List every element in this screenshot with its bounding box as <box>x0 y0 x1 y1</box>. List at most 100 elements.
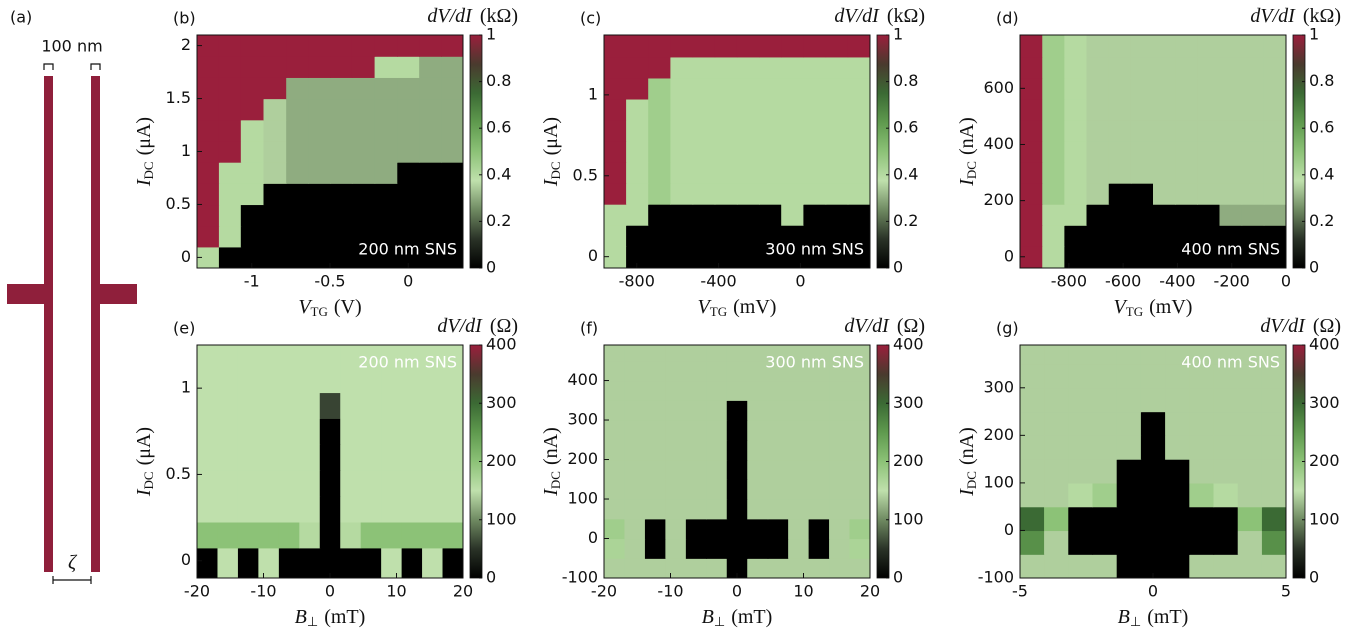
heatmap-cell <box>736 119 760 142</box>
heatmap-cell <box>808 538 830 559</box>
heatmap-cell <box>648 119 671 142</box>
heatmap-cell <box>767 380 789 401</box>
heatmap-cell <box>1068 435 1094 460</box>
heatmap-cell <box>714 98 738 121</box>
heatmap-cell <box>1153 204 1176 226</box>
heatmap-cell <box>604 225 627 247</box>
heatmap-cell <box>849 558 870 578</box>
colorbar-tick-label: 0.6 <box>1309 118 1334 137</box>
heatmap-cell <box>1130 162 1154 184</box>
heatmap-cell <box>1042 98 1065 121</box>
heatmap-cell <box>670 140 694 163</box>
heatmap-cell <box>1020 183 1043 205</box>
heatmap-cell <box>1241 140 1265 163</box>
heatmap-cell <box>299 521 321 549</box>
heatmap-cell <box>788 420 810 441</box>
heatmap-cell <box>648 225 671 247</box>
heatmap-cell <box>726 558 748 578</box>
x-axis-label-unit: (mV) <box>1149 296 1192 318</box>
heatmap-cells <box>197 345 463 578</box>
heatmap-cell <box>1197 98 1221 121</box>
heatmap-cell <box>1108 162 1132 184</box>
heatmap-cell <box>747 400 769 421</box>
heatmap-cell <box>1116 459 1142 484</box>
scale-bracket <box>43 63 101 70</box>
heatmap-cell <box>1068 411 1094 436</box>
heatmap-cell <box>1116 364 1142 389</box>
y-tick-label: 0 <box>181 247 191 266</box>
heatmap-cell <box>829 380 851 401</box>
heatmap-cell <box>258 418 280 445</box>
heatmap-cell <box>706 420 728 441</box>
heatmap-cell <box>747 518 769 540</box>
heatmap-cell <box>419 183 442 206</box>
colorbar-tick-label: 400 <box>1309 335 1340 354</box>
heatmap-cell <box>781 35 804 58</box>
y-tick-label: 600 <box>983 78 1014 97</box>
heatmap-cell <box>747 538 769 559</box>
heatmap-cell <box>1092 459 1118 484</box>
heatmap-cell <box>374 246 398 268</box>
heatmap-cell <box>825 225 849 247</box>
heatmap-cell <box>829 479 851 500</box>
heatmap-cell <box>1241 77 1265 100</box>
heatmap-cell <box>1064 183 1088 205</box>
heatmap-cell <box>237 521 259 549</box>
heatmap-cell <box>736 204 760 226</box>
heatmap-cell <box>685 345 707 362</box>
heatmap-cell <box>685 459 707 480</box>
heatmap-cell <box>278 470 300 497</box>
scale-label: 100 nm <box>41 37 102 56</box>
annotation: 400 nm SNS <box>1181 240 1280 259</box>
heatmap-cell <box>308 35 331 57</box>
heatmap-cell <box>714 140 738 163</box>
heatmap-cell <box>849 499 870 520</box>
heatmap-cell <box>644 345 666 362</box>
heatmap-cell <box>788 479 810 500</box>
heatmap-cell <box>1197 204 1221 226</box>
heatmap-cell <box>422 392 444 419</box>
y-axis-label-unit: (μA) <box>133 117 155 156</box>
heatmap-cell <box>308 77 331 100</box>
y-tick-label: 400 <box>983 134 1014 153</box>
x-tick-label: 10 <box>793 582 813 601</box>
heatmap-cell <box>1068 364 1094 389</box>
heatmap-cell <box>419 162 442 184</box>
heatmap-cell <box>1241 162 1265 184</box>
heatmap-cell <box>1189 435 1215 460</box>
heatmap-cell <box>286 183 309 206</box>
heatmap-cell <box>441 119 463 142</box>
colorbar <box>876 34 890 269</box>
x-tick-label: 5 <box>1281 582 1291 601</box>
electrode <box>44 76 53 572</box>
heatmap-cell <box>624 380 646 401</box>
heatmap-cell <box>670 204 694 226</box>
heatmap-cell <box>714 35 738 58</box>
heatmap-cell <box>286 140 309 163</box>
heatmap-cell <box>258 496 280 523</box>
x-tick-label: 0 <box>403 272 413 291</box>
heatmap-cell <box>808 380 830 401</box>
heatmap-cell <box>278 496 300 523</box>
heatmap-cell <box>197 444 219 471</box>
heatmap-cell <box>685 558 707 578</box>
colorbar <box>469 34 483 269</box>
heatmap-cell <box>736 140 760 163</box>
heatmap-cell <box>759 56 782 79</box>
heatmap-cell <box>340 521 362 549</box>
heatmap-cell <box>1140 387 1166 413</box>
heatmap-cell <box>1237 387 1263 413</box>
colorbar-tick-label: 200 <box>893 451 924 470</box>
heatmap-cell <box>401 470 423 497</box>
heatmap-cell <box>319 418 341 445</box>
heatmap-cell <box>278 392 300 419</box>
heatmap-cell <box>299 547 321 578</box>
colorbar-label-unit: (kΩ) <box>1303 5 1341 27</box>
heatmap-cell <box>736 162 760 184</box>
heatmap-cell <box>706 345 728 362</box>
heatmap-cell <box>442 366 463 394</box>
heatmap-cell <box>803 183 827 205</box>
annotation: 200 nm SNS <box>358 353 457 372</box>
y-axis-label: IDC (μA) <box>133 117 156 187</box>
